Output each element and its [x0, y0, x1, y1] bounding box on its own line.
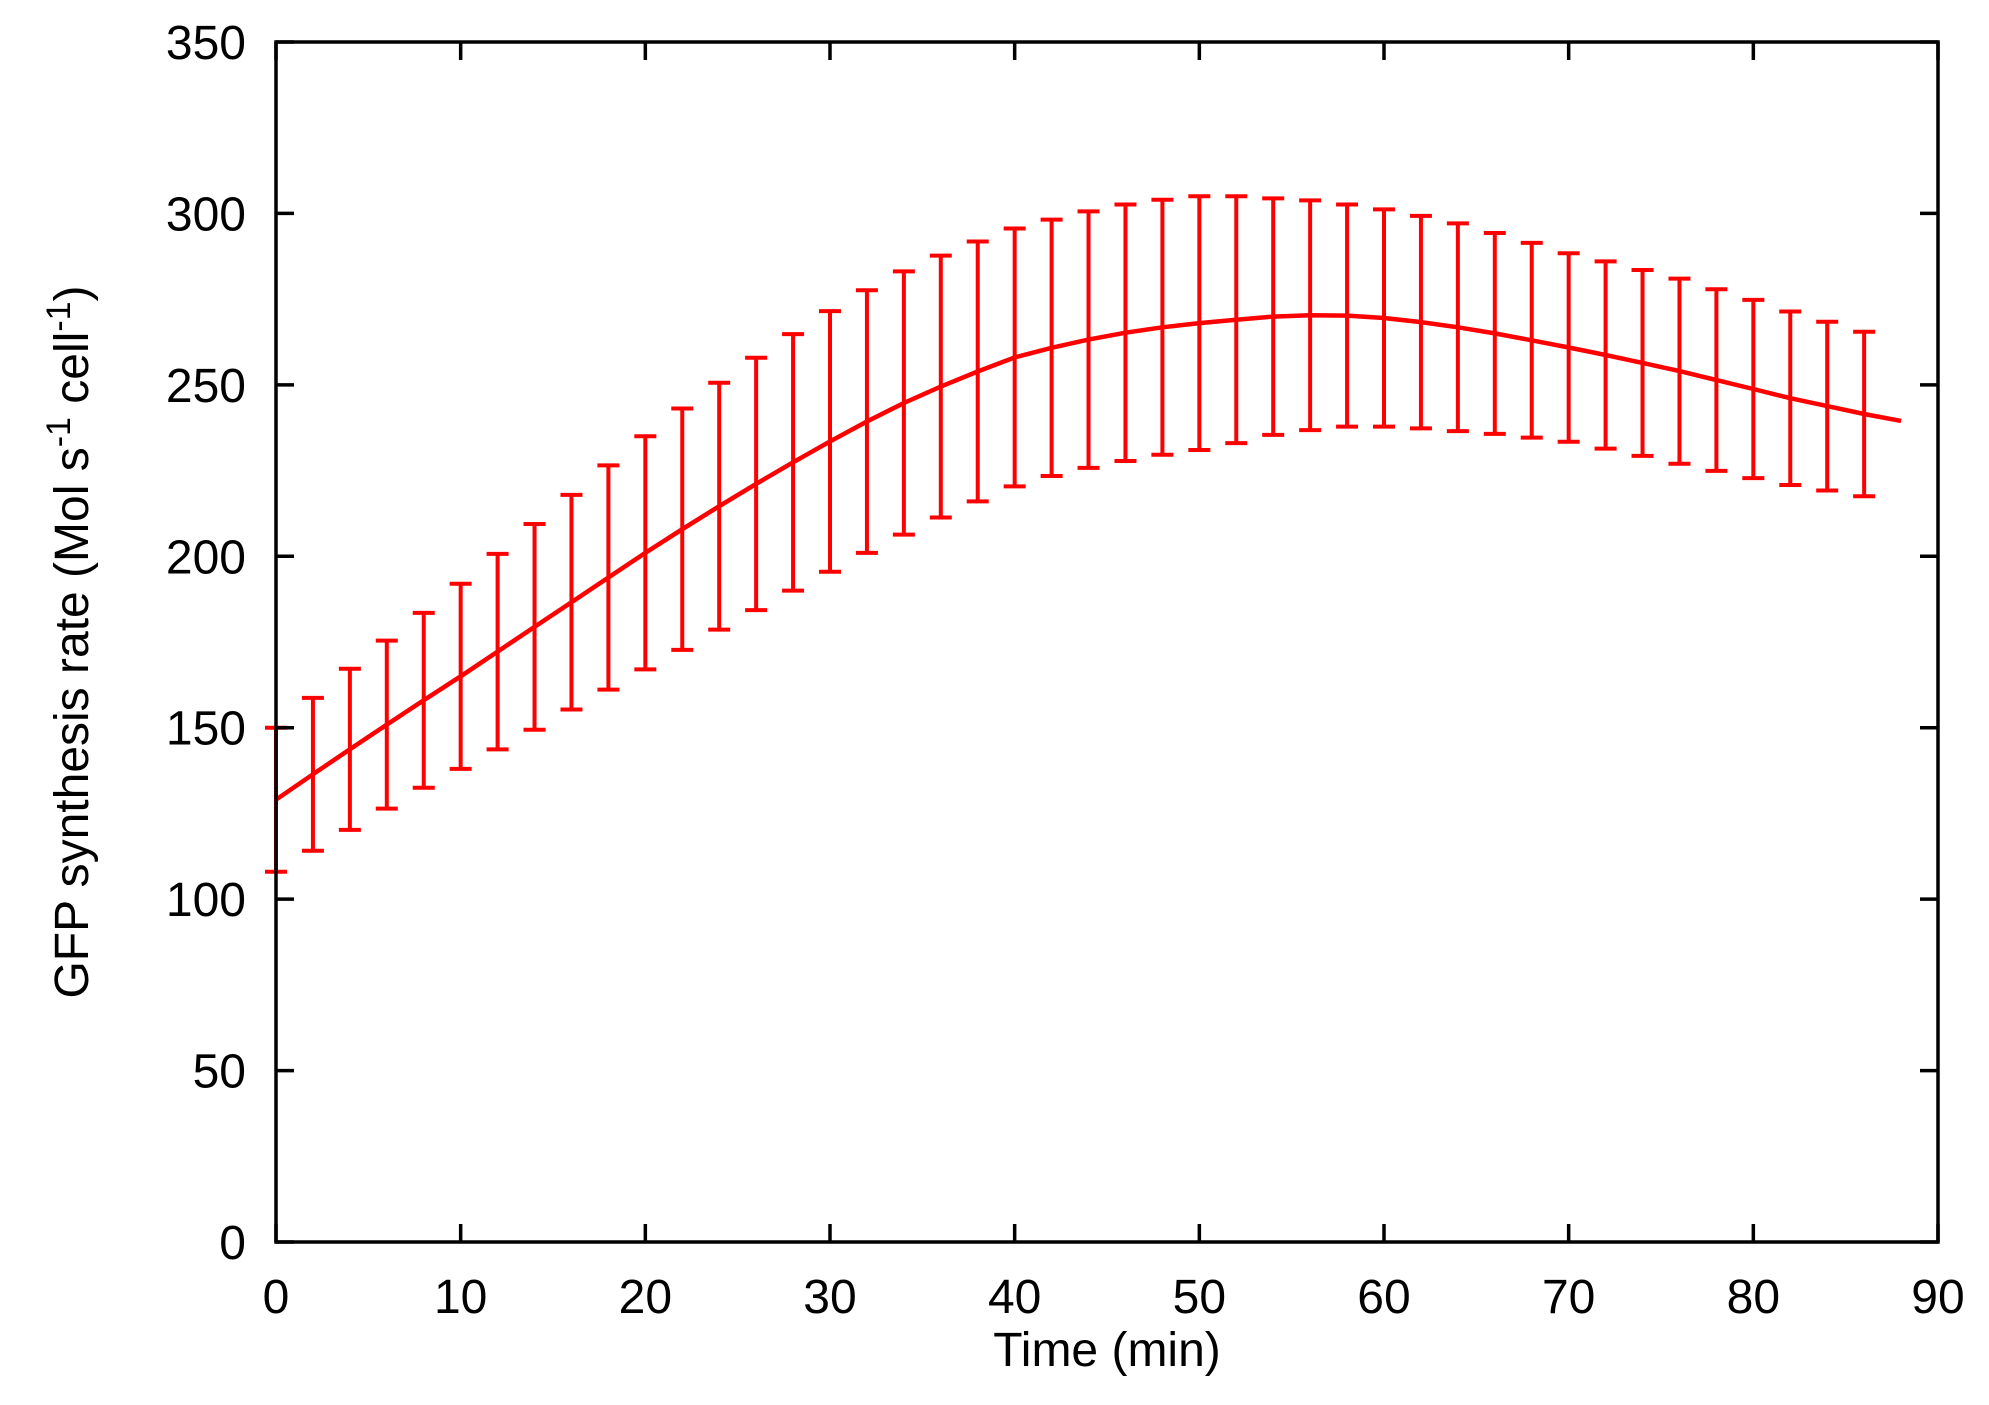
y-axis-title-text: cell: [46, 332, 99, 417]
x-tick-label: 40: [988, 1271, 1041, 1324]
y-tick-label: 100: [166, 874, 246, 927]
x-tick-label: 80: [1727, 1271, 1780, 1324]
x-tick-label: 30: [803, 1271, 856, 1324]
y-axis-title-text: ): [46, 285, 99, 301]
x-tick-label: 50: [1173, 1271, 1226, 1324]
y-tick-label: 350: [166, 17, 246, 70]
y-tick-label: 0: [219, 1217, 246, 1270]
x-axis-title: Time (min): [993, 1324, 1221, 1377]
x-tick-label: 10: [434, 1271, 487, 1324]
axis-ticks-group: [274, 40, 1940, 1244]
tick-labels-group: 0 10 20 30 40 50 60 70 80 90 0 50 100 150 200 250 300 350: [166, 17, 1965, 1324]
x-tick-label: 90: [1911, 1271, 1964, 1324]
y-tick-label: 50: [193, 1046, 246, 1099]
y-tick-label: 200: [166, 531, 246, 584]
y-axis-title-superscript: -1: [40, 301, 78, 331]
y-tick-label: 250: [166, 360, 246, 413]
data-line: [274, 313, 1902, 802]
y-tick-label: 300: [166, 188, 246, 241]
error-bars-group: [265, 194, 1876, 874]
x-tick-label: 70: [1542, 1271, 1595, 1324]
y-axis-title-text: GFP synthesis rate (Mol s: [46, 447, 99, 998]
y-tick-label: 150: [166, 703, 246, 756]
x-tick-label: 60: [1357, 1271, 1410, 1324]
x-tick-label: 0: [263, 1271, 290, 1324]
x-tick-label: 20: [619, 1271, 672, 1324]
plot-border: [274, 40, 1940, 1244]
y-axis-title: GFP synthesis rate (Mol s-1 cell-1): [40, 285, 99, 998]
y-axis-title-superscript: -1: [40, 417, 78, 447]
